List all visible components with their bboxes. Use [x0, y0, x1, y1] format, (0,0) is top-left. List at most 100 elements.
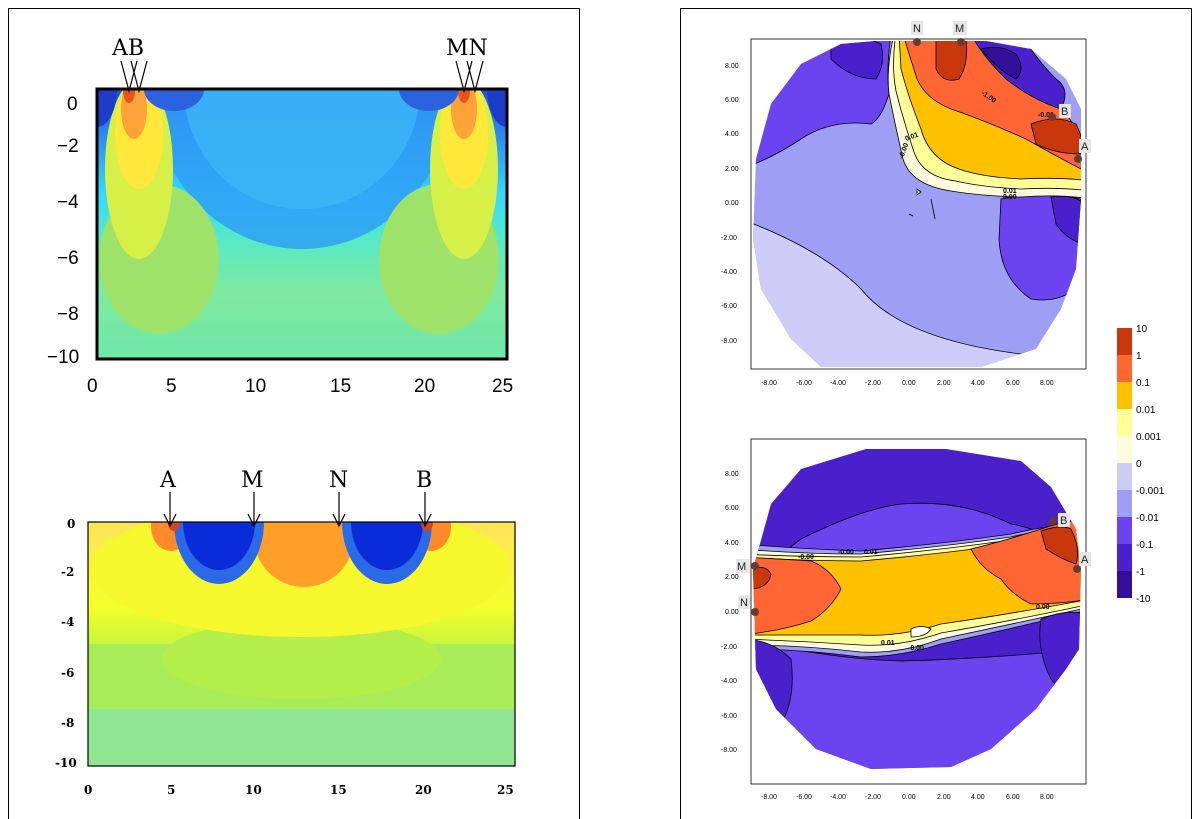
- svg-text:-0.00: -0.00: [838, 549, 854, 556]
- svg-text:0.01: 0.01: [864, 549, 878, 556]
- svg-text:A: A: [1081, 141, 1089, 153]
- svg-text:-0.01: -0.01: [1136, 513, 1159, 524]
- top-right-x-axis: -8.00 -6.00 -4.00 -2.00 0.00 2.00 4.00 6…: [761, 380, 1054, 387]
- svg-text:4.00: 4.00: [971, 380, 985, 387]
- svg-text:−8: −8: [57, 304, 79, 325]
- svg-text:0.00: 0.00: [725, 609, 739, 616]
- svg-text:2.00: 2.00: [725, 166, 739, 173]
- svg-text:AB: AB: [111, 36, 144, 61]
- svg-text:-2.00: -2.00: [721, 644, 737, 651]
- bottom-left-heatmap: [88, 460, 515, 766]
- svg-text:0.001: 0.001: [1136, 432, 1161, 443]
- legend-swatch-6: [1117, 490, 1132, 517]
- legend-swatch-3: [1117, 409, 1132, 436]
- color-legend: 10 1 0.1 0.01 0.001 0 -0.001 -0.01 -0.1 …: [1117, 324, 1165, 605]
- svg-text:2.00: 2.00: [725, 574, 739, 581]
- svg-text:0.01: 0.01: [1136, 405, 1156, 416]
- svg-text:-2.00: -2.00: [721, 235, 737, 242]
- svg-text:0: 0: [84, 783, 92, 797]
- svg-text:20: 20: [414, 376, 435, 397]
- svg-text:-8.00: -8.00: [761, 380, 777, 387]
- top-left-y-axis: 0 −2 −4 −6 −8 −10: [47, 94, 79, 368]
- left-figure-panel: AB MN 0 −2 −4 −6 −8 −10 0 5 10 15 20 25: [8, 8, 580, 819]
- svg-text:10: 10: [1136, 324, 1148, 335]
- svg-text:-6.00: -6.00: [721, 303, 737, 310]
- svg-text:4.00: 4.00: [971, 794, 985, 801]
- svg-text:N: N: [913, 23, 921, 35]
- legend-swatch-7: [1117, 517, 1132, 544]
- svg-text:5: 5: [167, 783, 175, 797]
- svg-text:-4.00: -4.00: [721, 269, 737, 276]
- svg-text:M: M: [737, 561, 746, 573]
- svg-text:A: A: [1081, 554, 1089, 566]
- top-left-electrode-mn: MN: [446, 36, 488, 91]
- svg-text:0.1: 0.1: [1136, 378, 1150, 389]
- legend-swatch-5: [1117, 463, 1132, 490]
- svg-text:-4: -4: [61, 615, 74, 629]
- svg-text:-4.00: -4.00: [721, 678, 737, 685]
- top-left-electrode-ab: AB: [111, 36, 147, 91]
- svg-text:0.00: 0.00: [902, 794, 916, 801]
- svg-text:-8.00: -8.00: [721, 338, 737, 345]
- svg-text:-6.00: -6.00: [796, 794, 812, 801]
- svg-text:6.00: 6.00: [725, 505, 739, 512]
- svg-text:8.00: 8.00: [725, 471, 739, 478]
- svg-text:-6: -6: [61, 666, 74, 680]
- svg-text:−4: −4: [57, 192, 79, 213]
- svg-text:8.00: 8.00: [1040, 794, 1054, 801]
- top-right-y-axis: 8.00 6.00 4.00 2.00 0.00 -2.00 -4.00 -6.…: [721, 63, 739, 345]
- svg-text:−10: −10: [47, 347, 79, 368]
- svg-text:10: 10: [245, 783, 262, 797]
- svg-text:0.00: 0.00: [1036, 604, 1050, 611]
- svg-text:-8.00: -8.00: [761, 794, 777, 801]
- svg-text:1: 1: [1136, 351, 1142, 362]
- svg-text:-0.1: -0.1: [1136, 540, 1154, 551]
- svg-text:8.00: 8.00: [1040, 380, 1054, 387]
- svg-text:25: 25: [492, 376, 513, 397]
- svg-text:15: 15: [330, 376, 351, 397]
- svg-text:-8: -8: [61, 716, 74, 730]
- top-left-x-axis: 0 5 10 15 20 25: [87, 376, 513, 397]
- svg-text:2.00: 2.00: [937, 794, 951, 801]
- svg-text:−6: −6: [57, 248, 79, 269]
- svg-text:-10: -10: [1136, 594, 1151, 605]
- left-figure-svg: AB MN 0 −2 −4 −6 −8 −10 0 5 10 15 20 25: [9, 9, 579, 819]
- svg-text:15: 15: [330, 783, 347, 797]
- svg-text:-2.00: -2.00: [865, 380, 881, 387]
- svg-text:0.00: 0.00: [902, 380, 916, 387]
- svg-text:M: M: [955, 23, 964, 35]
- svg-text:-1: -1: [1136, 567, 1145, 578]
- bottom-right-y-axis: 8.00 6.00 4.00 2.00 0.00 -2.00 -4.00 -6.…: [721, 471, 739, 754]
- legend-swatch-1: [1117, 355, 1132, 382]
- svg-text:-6.00: -6.00: [796, 380, 812, 387]
- svg-text:-6.00: -6.00: [721, 713, 737, 720]
- legend-swatch-2: [1117, 382, 1132, 409]
- svg-text:0.00: 0.00: [725, 200, 739, 207]
- svg-text:M: M: [241, 468, 264, 493]
- legend-swatch-8: [1117, 544, 1132, 571]
- svg-text:4.00: 4.00: [725, 131, 739, 138]
- svg-text:8.00: 8.00: [725, 63, 739, 70]
- svg-text:6.00: 6.00: [1006, 380, 1020, 387]
- svg-text:0: 0: [1136, 459, 1142, 470]
- legend-swatch-0: [1117, 328, 1132, 355]
- bottom-left-electrodes: A M N B: [159, 468, 432, 526]
- svg-text:-0.00: -0.00: [908, 645, 924, 652]
- svg-text:-10: -10: [55, 756, 77, 770]
- svg-text:B: B: [1061, 106, 1068, 118]
- svg-text:5: 5: [166, 376, 177, 397]
- right-figure-svg: -1.00 -0.01 0.01 -0.00 0.01 0.00 N M B A…: [681, 9, 1191, 819]
- svg-text:A: A: [159, 468, 177, 493]
- svg-text:10: 10: [245, 376, 266, 397]
- svg-text:-4.00: -4.00: [830, 794, 846, 801]
- svg-text:2.00: 2.00: [937, 380, 951, 387]
- svg-text:0: 0: [67, 94, 78, 115]
- svg-text:N: N: [740, 597, 748, 609]
- svg-text:-2: -2: [61, 565, 74, 579]
- bottom-left-y-axis: 0 -2 -4 -6 -8 -10: [55, 517, 77, 770]
- svg-text:-2.00: -2.00: [865, 794, 881, 801]
- right-figure-panel: -1.00 -0.01 0.01 -0.00 0.01 0.00 N M B A…: [680, 8, 1192, 819]
- svg-text:−2: −2: [57, 136, 79, 157]
- legend-swatch-9: [1117, 571, 1132, 598]
- svg-text:-0.001: -0.001: [1136, 486, 1165, 497]
